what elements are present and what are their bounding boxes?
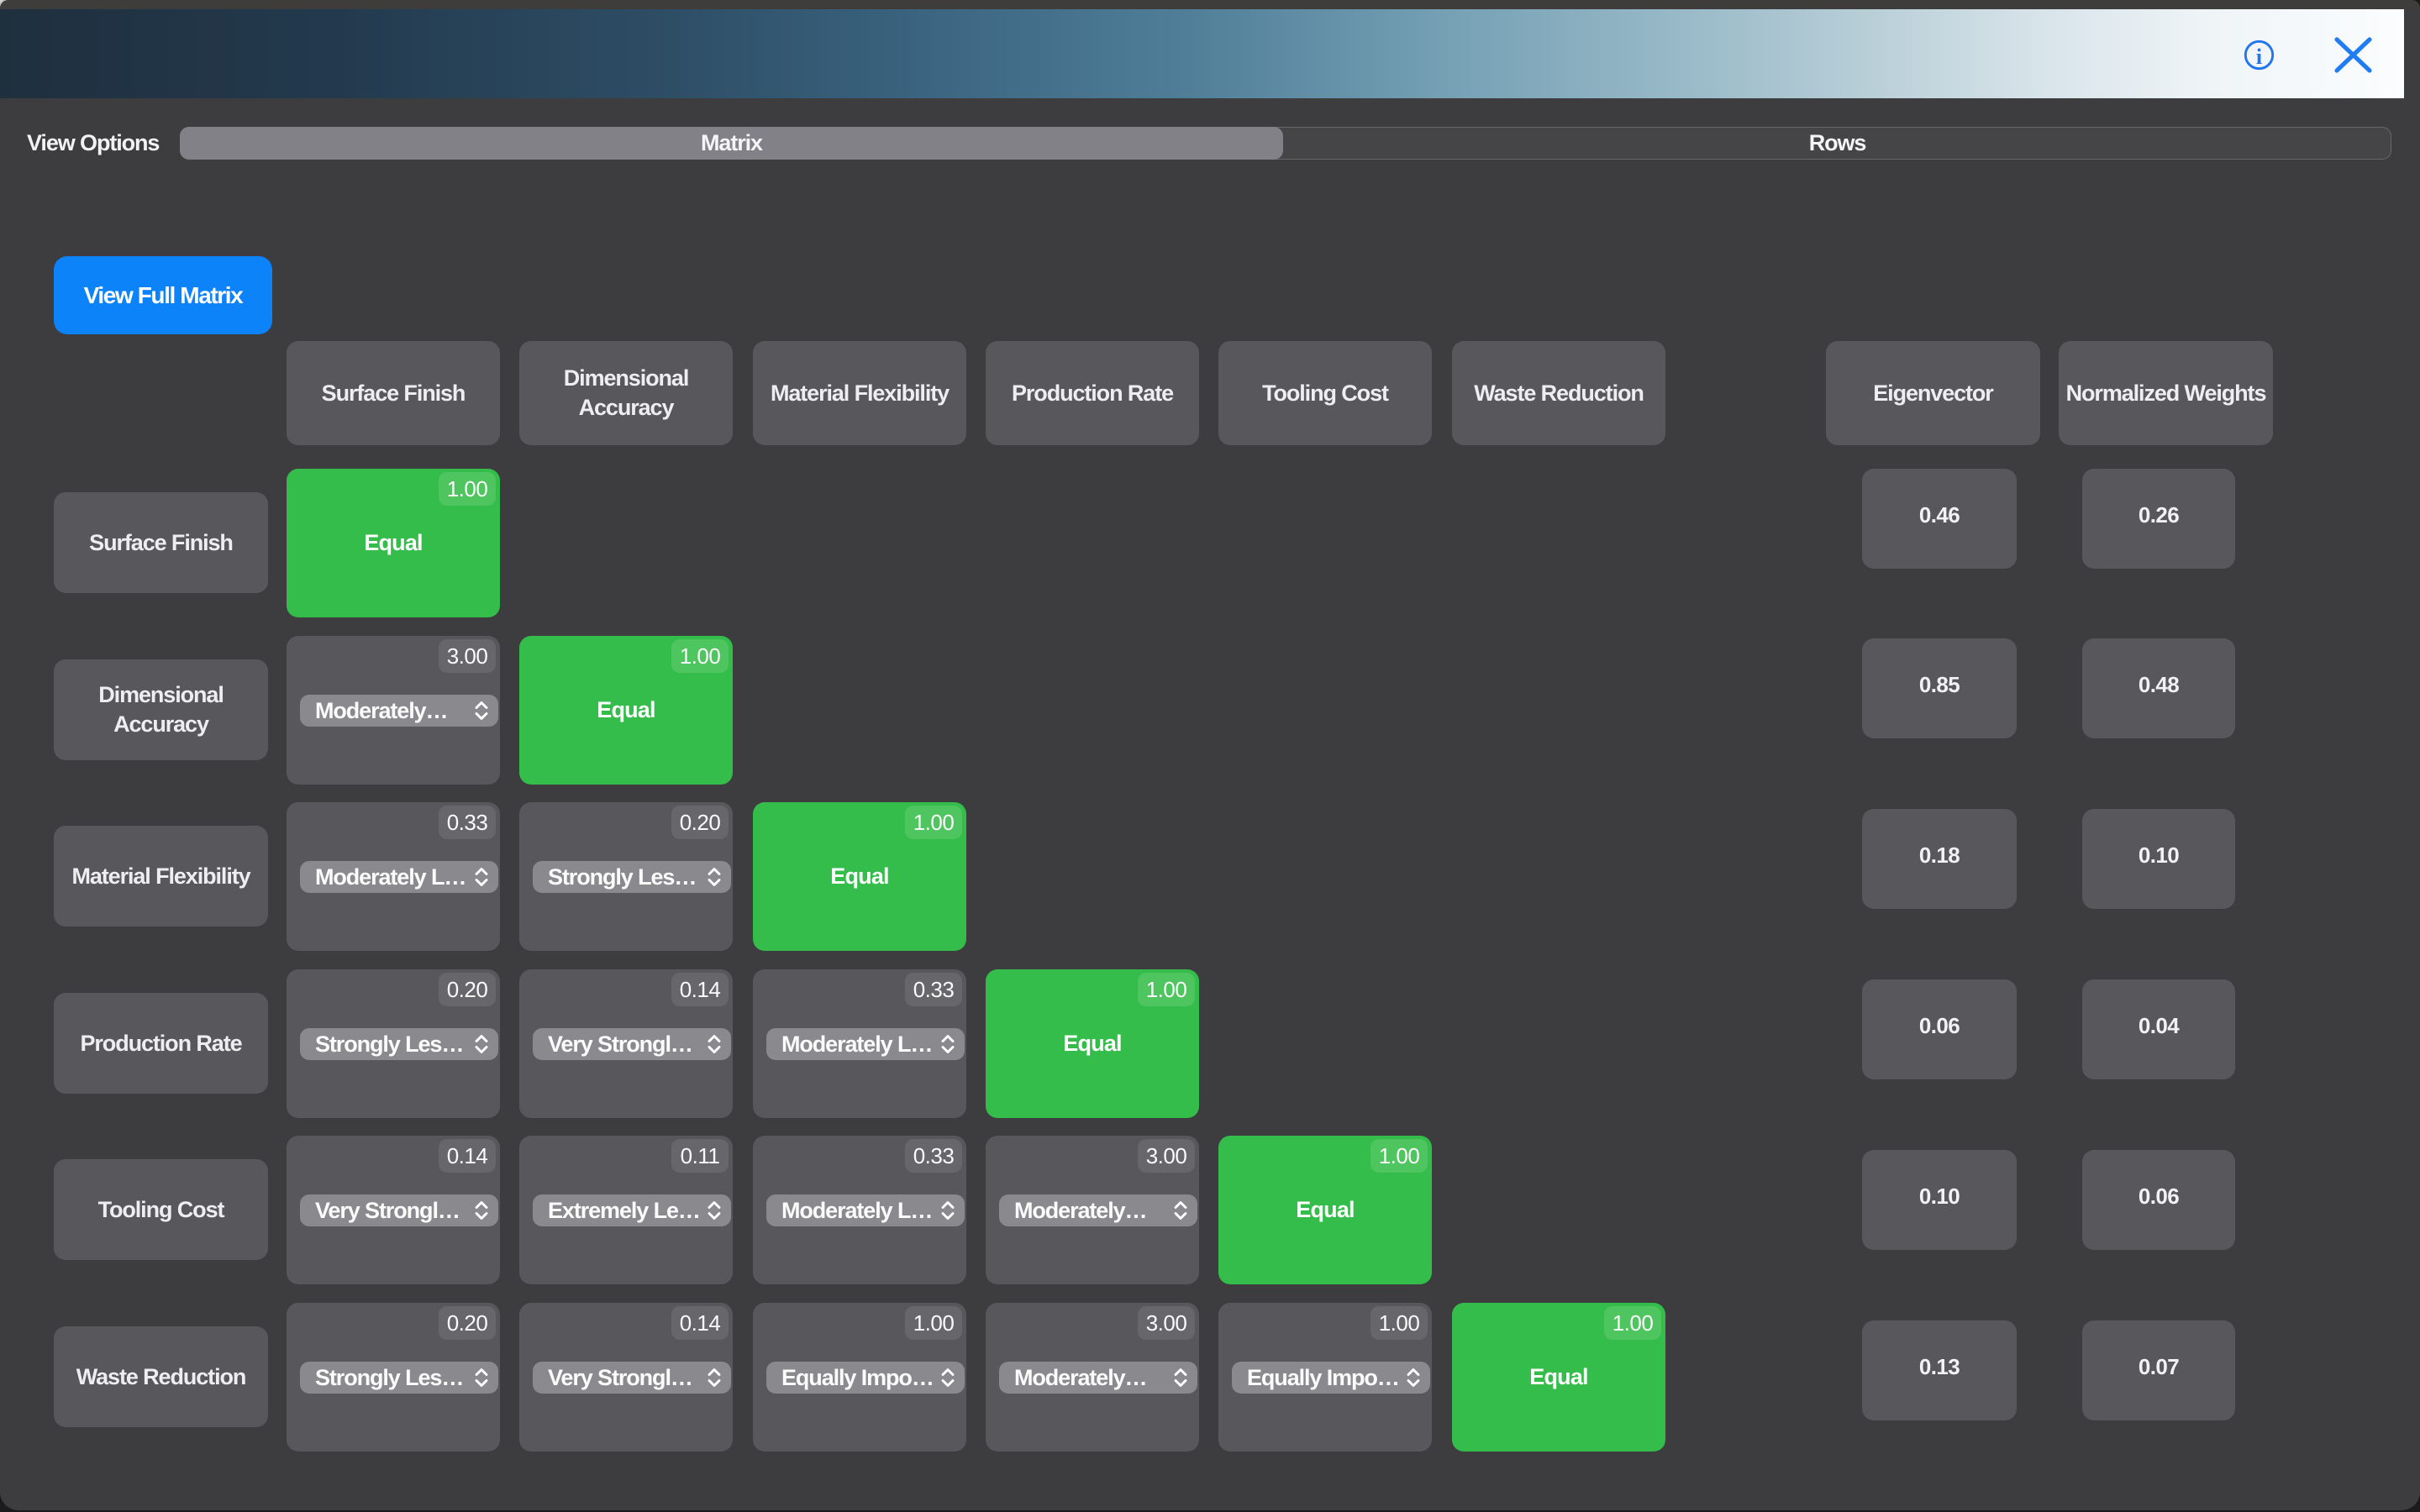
svg-text:i: i xyxy=(2256,45,2262,69)
